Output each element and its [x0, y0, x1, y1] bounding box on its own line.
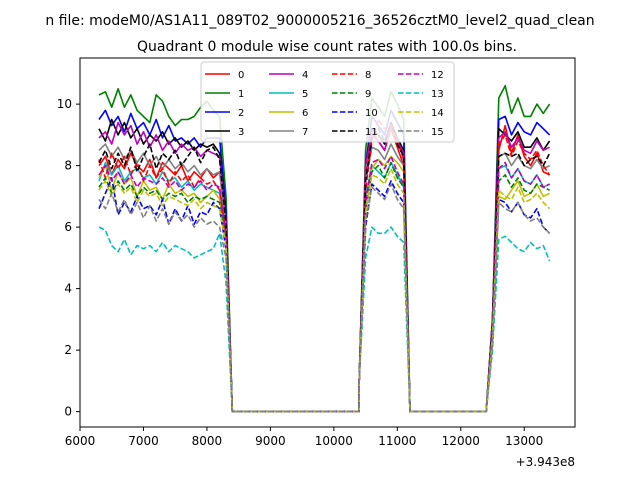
- legend-label-12: 12: [431, 70, 444, 81]
- x-tick-label: 7000: [128, 434, 159, 448]
- legend-label-14: 14: [431, 108, 444, 119]
- series-line-14: [98, 167, 551, 413]
- legend-label-3: 3: [238, 127, 244, 138]
- legend-label-2: 2: [238, 108, 244, 119]
- legend-label-4: 4: [302, 70, 308, 81]
- legend-box: [200, 61, 455, 143]
- legend-label-11: 11: [365, 127, 378, 138]
- x-axis-offset-text: +3.943e8: [516, 455, 575, 469]
- x-axis: 6000 7000 8000 9000 10000 11000 12000 13000: [65, 427, 543, 448]
- legend-label-6: 6: [302, 108, 308, 119]
- x-tick-label: 12000: [442, 434, 480, 448]
- y-tick-label: 0: [64, 405, 72, 419]
- legend-label-7: 7: [302, 127, 308, 138]
- legend-label-9: 9: [365, 89, 371, 100]
- y-tick-label: 6: [64, 220, 72, 234]
- legend-label-5: 5: [302, 89, 308, 100]
- x-tick-label: 11000: [378, 434, 416, 448]
- series-line-10: [98, 177, 551, 413]
- series-line-0: [98, 124, 550, 413]
- y-tick-label: 4: [64, 282, 72, 296]
- y-tick-label: 10: [57, 97, 72, 111]
- x-tick-label: 13000: [505, 434, 543, 448]
- x-tick-label: 10000: [315, 434, 353, 448]
- series-layer: [98, 84, 551, 413]
- legend-label-1: 1: [238, 89, 244, 100]
- x-tick-label: 8000: [192, 434, 223, 448]
- y-axis: 0 2 4 6 8 10: [57, 97, 80, 419]
- legend-label-0: 0: [238, 70, 244, 81]
- figure-suptitle: n file: modeM0/AS1A11_089T02_9000005216_…: [45, 13, 594, 29]
- legend-label-8: 8: [365, 70, 371, 81]
- series-line-2: [98, 109, 551, 413]
- series-line-13: [98, 226, 551, 413]
- series-line-15: [98, 183, 551, 413]
- legend-label-10: 10: [365, 108, 378, 119]
- legend-label-13: 13: [431, 89, 444, 100]
- series-line-9: [98, 161, 550, 413]
- x-tick-label: 9000: [255, 434, 286, 448]
- x-tick-label: 6000: [65, 434, 96, 448]
- chart-title: Quadrant 0 module wise count rates with …: [137, 39, 517, 55]
- y-tick-label: 8: [64, 159, 72, 173]
- axes-frame: [79, 57, 576, 428]
- series-line-11: [98, 121, 551, 413]
- legend-label-15: 15: [431, 127, 444, 138]
- y-tick-label: 2: [64, 343, 72, 357]
